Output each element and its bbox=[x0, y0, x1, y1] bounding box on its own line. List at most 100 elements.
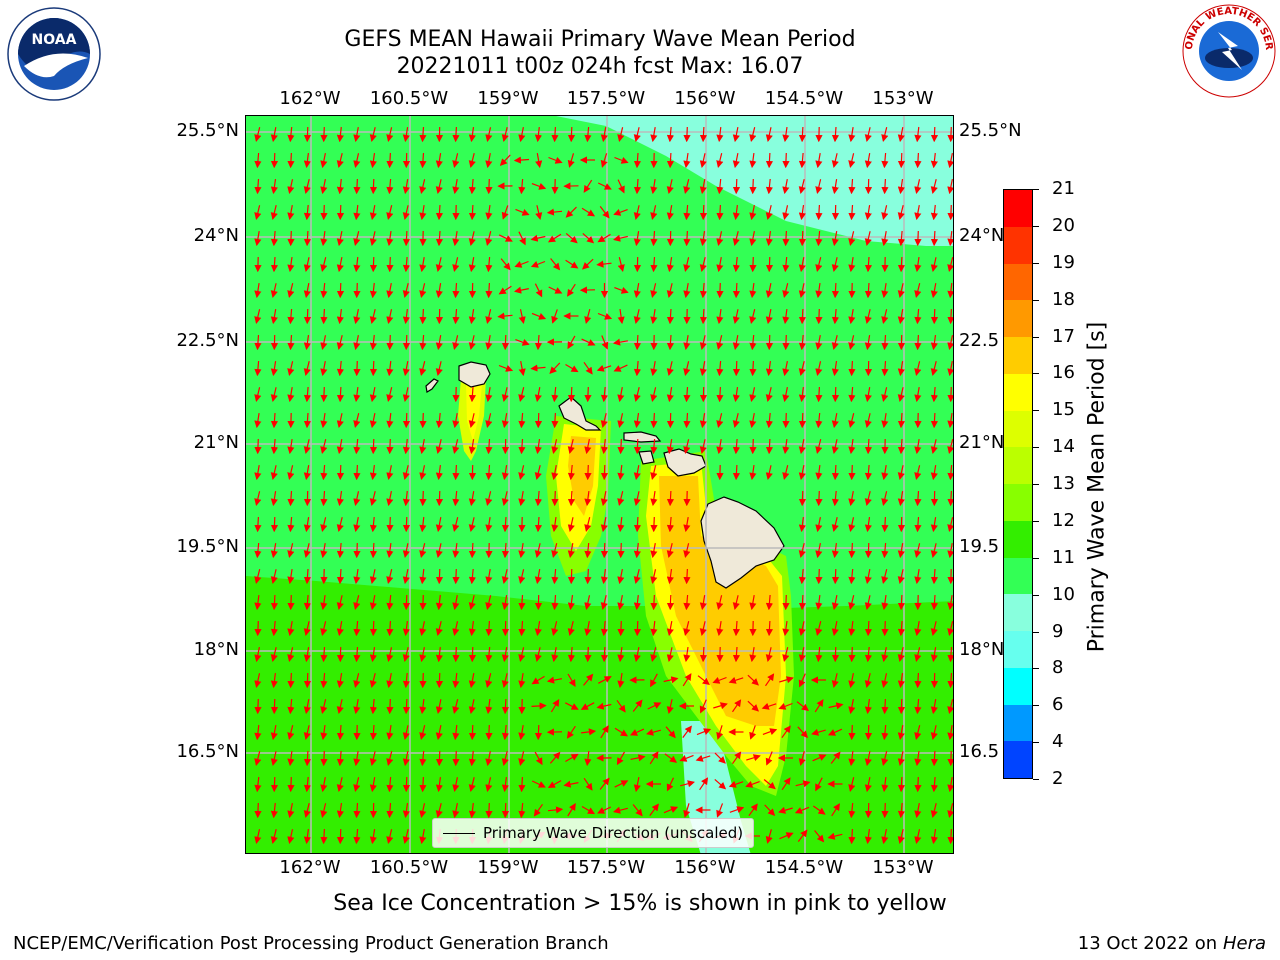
wave-direction-arrow bbox=[584, 126, 592, 143]
wave-direction-arrow bbox=[369, 620, 378, 637]
wave-direction-arrow bbox=[831, 594, 839, 611]
wave-direction-arrow bbox=[749, 438, 757, 455]
wave-direction-arrow bbox=[534, 283, 543, 298]
wave-direction-arrow bbox=[881, 387, 889, 402]
wave-direction-arrow bbox=[353, 491, 361, 506]
wave-direction-arrow bbox=[583, 179, 593, 193]
colorbar-tick-label: 13 bbox=[1052, 473, 1075, 494]
wave-direction-arrow bbox=[848, 828, 856, 845]
wave-direction-arrow bbox=[848, 439, 856, 455]
wave-direction-arrow bbox=[303, 179, 311, 194]
wave-direction-arrow bbox=[270, 179, 278, 195]
colorbar-segment bbox=[1004, 410, 1032, 448]
wave-direction-arrow bbox=[287, 361, 295, 376]
wave-direction-arrow bbox=[287, 308, 295, 325]
wave-direction-arrow bbox=[864, 464, 872, 481]
wave-direction-arrow bbox=[468, 413, 476, 428]
wave-direction-arrow bbox=[369, 438, 378, 455]
wave-direction-arrow bbox=[303, 257, 311, 272]
lon-label-bottom: 156°W bbox=[674, 857, 736, 878]
wave-direction-arrow bbox=[518, 490, 526, 507]
wave-direction-arrow bbox=[485, 568, 493, 585]
wave-direction-arrow bbox=[881, 751, 889, 766]
wave-direction-arrow bbox=[270, 465, 278, 480]
wave-direction-arrow bbox=[680, 780, 695, 788]
wave-direction-arrow bbox=[699, 282, 707, 299]
wave-direction-arrow bbox=[254, 724, 262, 741]
wave-direction-arrow bbox=[303, 361, 311, 376]
wave-direction-arrow bbox=[320, 517, 328, 532]
wave-direction-arrow bbox=[501, 127, 509, 142]
wave-direction-arrow bbox=[468, 231, 476, 246]
island-oahu bbox=[558, 396, 602, 431]
wave-direction-arrow bbox=[930, 698, 938, 715]
wave-direction-arrow bbox=[336, 230, 344, 247]
wave-direction-arrow bbox=[254, 698, 262, 715]
wave-direction-arrow bbox=[881, 464, 889, 481]
wave-direction-arrow bbox=[716, 127, 724, 143]
wave-direction-arrow bbox=[633, 309, 641, 324]
wave-direction-arrow bbox=[881, 595, 889, 611]
wave-direction-arrow bbox=[468, 568, 476, 585]
wave-direction-arrow bbox=[815, 230, 823, 247]
wave-direction-arrow bbox=[897, 256, 906, 273]
wave-direction-arrow bbox=[287, 594, 295, 611]
wave-direction-arrow bbox=[402, 543, 410, 558]
wave-direction-arrow bbox=[782, 594, 790, 611]
wave-direction-arrow bbox=[683, 647, 691, 663]
lon-label-bottom: 154.5°W bbox=[764, 857, 844, 878]
wave-direction-arrow bbox=[815, 465, 823, 481]
wave-direction-arrow bbox=[914, 308, 922, 325]
wave-direction-arrow bbox=[947, 646, 953, 663]
wave-direction-arrow bbox=[600, 386, 608, 403]
wave-direction-arrow bbox=[683, 412, 691, 429]
wave-direction-arrow bbox=[369, 594, 377, 611]
wave-direction-arrow bbox=[815, 490, 823, 507]
wave-direction-arrow bbox=[501, 516, 510, 533]
wave-direction-arrow bbox=[765, 620, 774, 637]
wave-direction-arrow bbox=[452, 777, 460, 792]
wave-direction-arrow bbox=[353, 464, 361, 481]
wave-direction-arrow bbox=[798, 594, 807, 611]
wave-direction-arrow bbox=[815, 204, 823, 221]
wave-direction-arrow bbox=[419, 750, 427, 767]
wave-direction-arrow bbox=[336, 438, 344, 455]
wave-direction-arrow bbox=[320, 152, 328, 169]
wave-direction-arrow bbox=[930, 594, 939, 611]
wave-direction-arrow bbox=[763, 779, 776, 790]
lon-label-bottom: 159°W bbox=[477, 857, 539, 878]
wave-direction-arrow bbox=[452, 568, 460, 585]
wave-direction-arrow bbox=[666, 126, 674, 143]
wave-direction-arrow bbox=[485, 231, 493, 246]
wave-direction-arrow bbox=[452, 490, 460, 507]
wave-direction-arrow bbox=[831, 282, 840, 299]
wave-direction-arrow bbox=[468, 750, 476, 767]
wave-direction-arrow bbox=[254, 230, 262, 247]
wave-direction-arrow bbox=[336, 491, 344, 507]
wave-direction-arrow bbox=[254, 438, 262, 455]
wave-direction-arrow bbox=[897, 152, 906, 169]
wave-direction-arrow bbox=[696, 728, 712, 736]
wave-direction-arrow bbox=[765, 438, 774, 455]
wave-direction-arrow bbox=[336, 335, 344, 350]
wave-direction-arrow bbox=[254, 802, 262, 819]
wave-direction-arrow bbox=[897, 776, 906, 793]
lat-label-right: 22.5 bbox=[959, 330, 1000, 351]
wave-direction-arrow bbox=[732, 620, 741, 637]
wave-direction-arrow bbox=[254, 595, 262, 611]
wave-direction-arrow bbox=[897, 126, 905, 143]
wave-direction-arrow bbox=[650, 647, 658, 662]
wave-direction-arrow bbox=[303, 829, 311, 845]
wave-direction-arrow bbox=[650, 126, 658, 143]
wave-direction-arrow bbox=[930, 126, 939, 143]
wave-direction-arrow bbox=[633, 542, 641, 559]
wave-direction-arrow bbox=[336, 620, 344, 637]
wave-direction-arrow bbox=[864, 438, 873, 455]
colorbar-tick-label: 4 bbox=[1052, 731, 1064, 753]
wave-direction-arrow bbox=[947, 360, 953, 377]
wave-direction-arrow bbox=[633, 776, 641, 793]
wave-direction-arrow bbox=[402, 438, 410, 455]
wave-direction-arrow bbox=[831, 179, 839, 195]
wave-direction-arrow bbox=[633, 491, 641, 506]
wave-direction-arrow bbox=[567, 542, 575, 559]
